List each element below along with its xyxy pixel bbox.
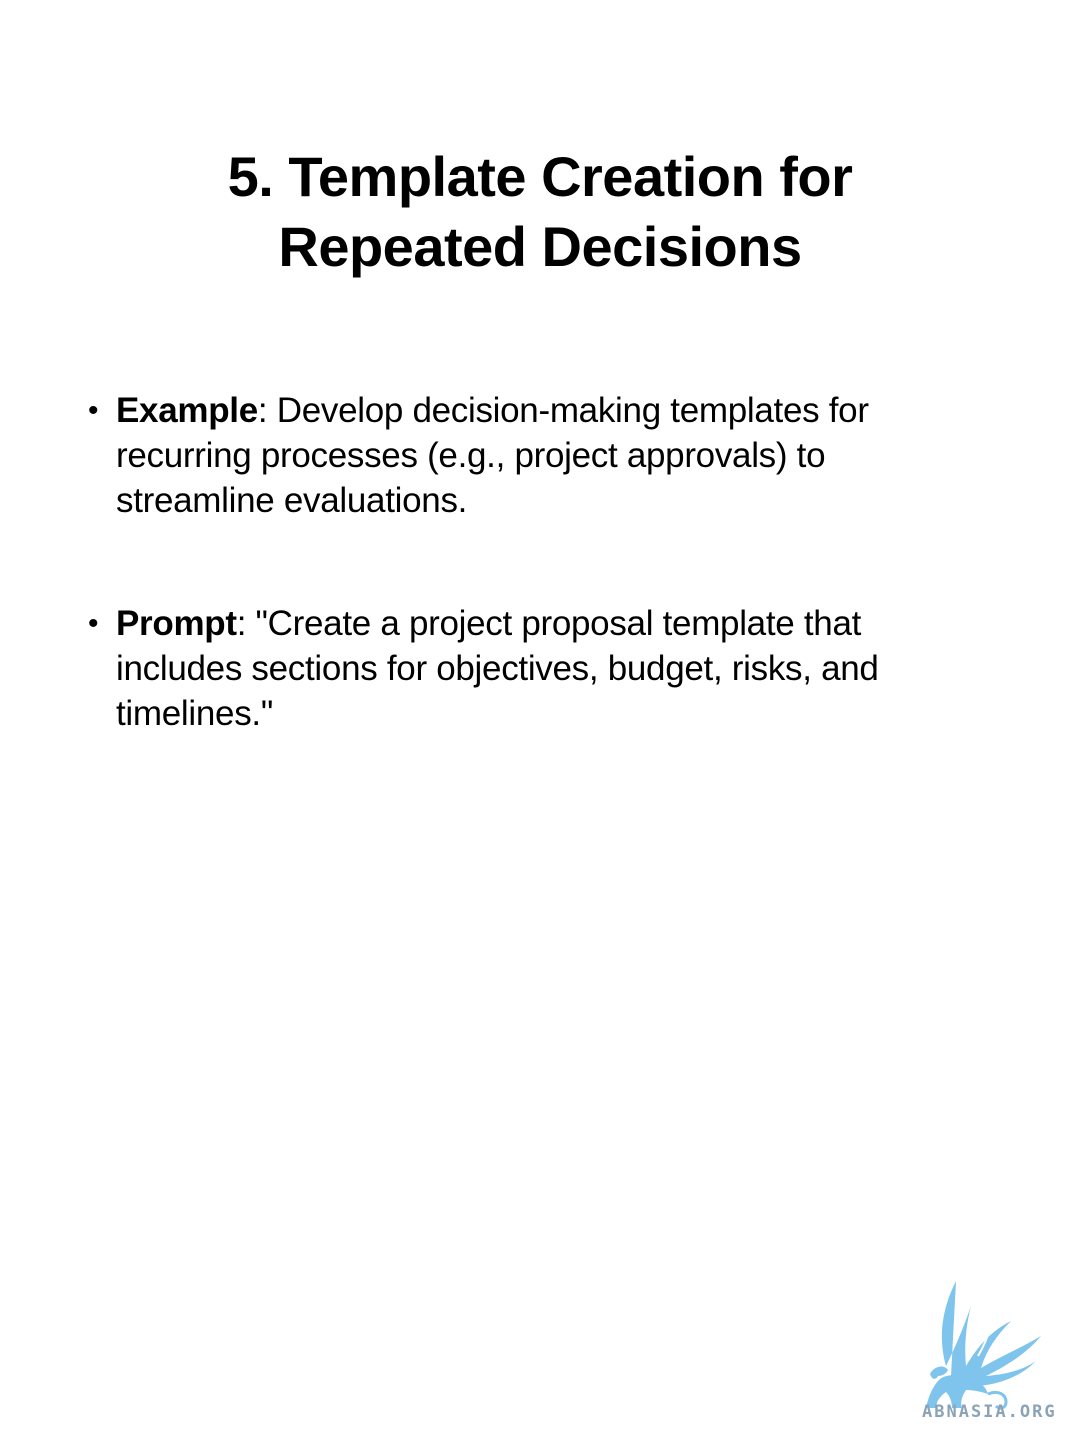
slide-title: 5. Template Creation for Repeated Decisi…	[90, 142, 990, 282]
bullet-dot-icon: •	[88, 607, 99, 640]
bullet-dot-icon: •	[88, 394, 99, 427]
logo-text: ABNASIA.ORG	[922, 1402, 1057, 1422]
title-line-2: Repeated Decisions	[278, 215, 802, 278]
bullet-item-prompt: • Prompt: "Create a project proposal tem…	[88, 601, 988, 736]
bullet-text: : Develop decision-making templates for …	[116, 391, 869, 520]
bullet-list: • Example: Develop decision-making templ…	[88, 388, 988, 736]
bullet-term: Example	[116, 391, 258, 430]
title-line-1: 5. Template Creation for	[227, 145, 853, 208]
bullet-text: : "Create a project proposal template th…	[116, 604, 879, 733]
griffin-logo-icon	[926, 1281, 1041, 1410]
bullet-term: Prompt	[116, 604, 237, 643]
bullet-item-example: • Example: Develop decision-making templ…	[88, 388, 988, 523]
